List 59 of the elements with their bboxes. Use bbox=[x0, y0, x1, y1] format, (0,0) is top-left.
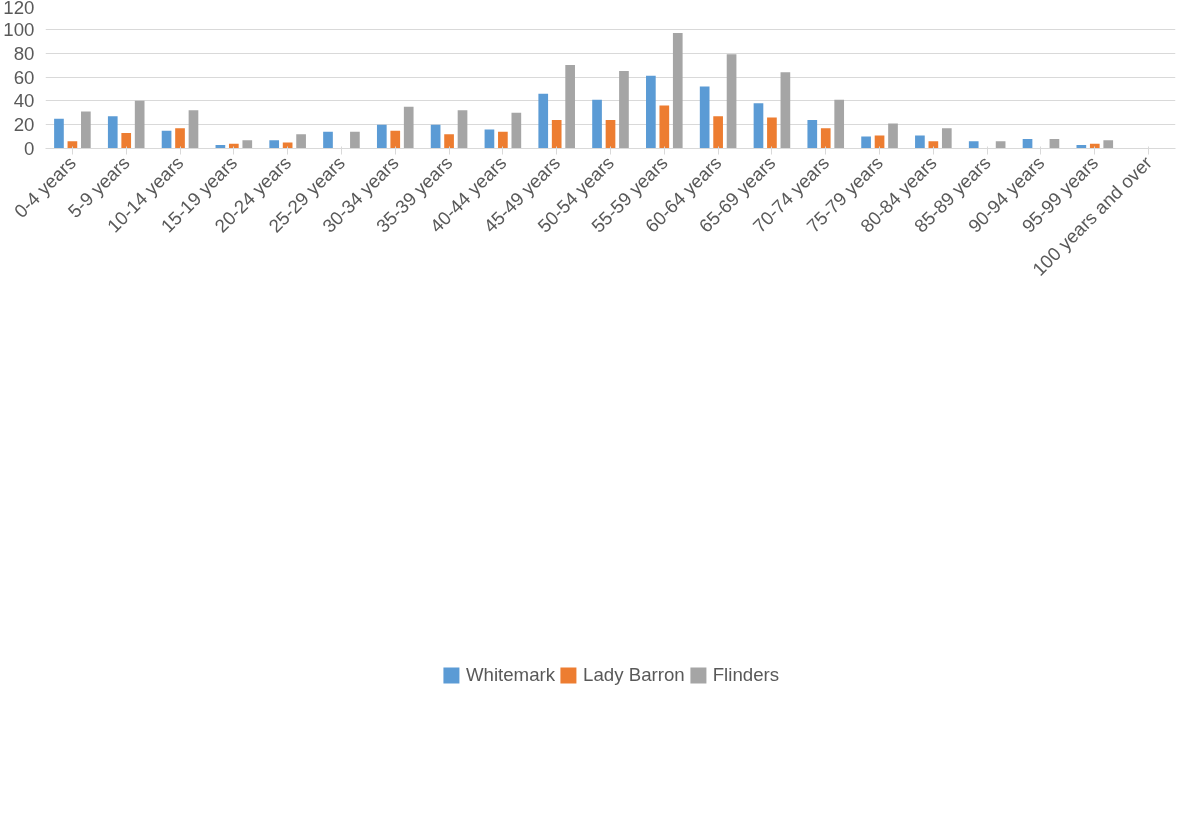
bar bbox=[511, 112, 522, 149]
bar bbox=[861, 136, 871, 149]
legend-label: Flinders bbox=[712, 663, 780, 686]
legend-label: Lady Barron bbox=[583, 663, 685, 686]
bar bbox=[296, 134, 306, 149]
bar bbox=[780, 72, 791, 149]
bar bbox=[659, 105, 670, 149]
bar bbox=[767, 117, 777, 149]
bar bbox=[619, 71, 629, 149]
bar bbox=[753, 103, 764, 149]
bar bbox=[565, 65, 575, 149]
y-tick-label: 60 bbox=[13, 66, 35, 88]
bar bbox=[457, 110, 468, 149]
bar bbox=[928, 141, 939, 149]
y-tick-label: 100 bbox=[3, 18, 35, 40]
bar bbox=[67, 141, 78, 149]
bar bbox=[444, 134, 454, 149]
bar bbox=[175, 128, 185, 149]
bar bbox=[188, 110, 199, 149]
bar bbox=[968, 141, 979, 149]
bar bbox=[403, 106, 414, 149]
bar bbox=[672, 32, 683, 149]
bar bbox=[107, 116, 118, 149]
y-tick-label: 0 bbox=[24, 138, 35, 159]
bar bbox=[350, 131, 360, 149]
bar bbox=[995, 141, 1006, 149]
bar bbox=[484, 129, 495, 149]
y-tick-label: 40 bbox=[13, 90, 35, 112]
bar bbox=[134, 100, 145, 149]
bar bbox=[498, 131, 508, 149]
bar bbox=[376, 124, 387, 149]
y-tick-label: 120 bbox=[3, 0, 35, 18]
bar bbox=[820, 128, 831, 149]
bar bbox=[834, 99, 845, 149]
bar bbox=[551, 119, 562, 149]
bar bbox=[941, 128, 952, 149]
y-tick-label: 80 bbox=[13, 42, 35, 64]
bar bbox=[646, 75, 656, 149]
bar bbox=[242, 140, 253, 149]
bar bbox=[807, 119, 818, 149]
legend-label: Whitemark bbox=[465, 663, 556, 686]
bar bbox=[874, 135, 885, 149]
bar bbox=[81, 111, 91, 149]
bar bbox=[121, 133, 132, 149]
bar bbox=[605, 119, 616, 149]
bar bbox=[1103, 140, 1114, 149]
bar bbox=[269, 140, 280, 149]
bar bbox=[430, 124, 441, 149]
bar bbox=[699, 86, 710, 149]
bar bbox=[713, 116, 723, 149]
bar bbox=[538, 93, 549, 149]
bar bbox=[390, 130, 401, 149]
bar bbox=[888, 123, 898, 149]
bar bbox=[323, 131, 333, 149]
bar bbox=[592, 99, 602, 149]
bar bbox=[726, 54, 737, 149]
bar bbox=[915, 135, 925, 149]
y-tick-label: 20 bbox=[13, 114, 35, 136]
bar bbox=[54, 118, 64, 149]
